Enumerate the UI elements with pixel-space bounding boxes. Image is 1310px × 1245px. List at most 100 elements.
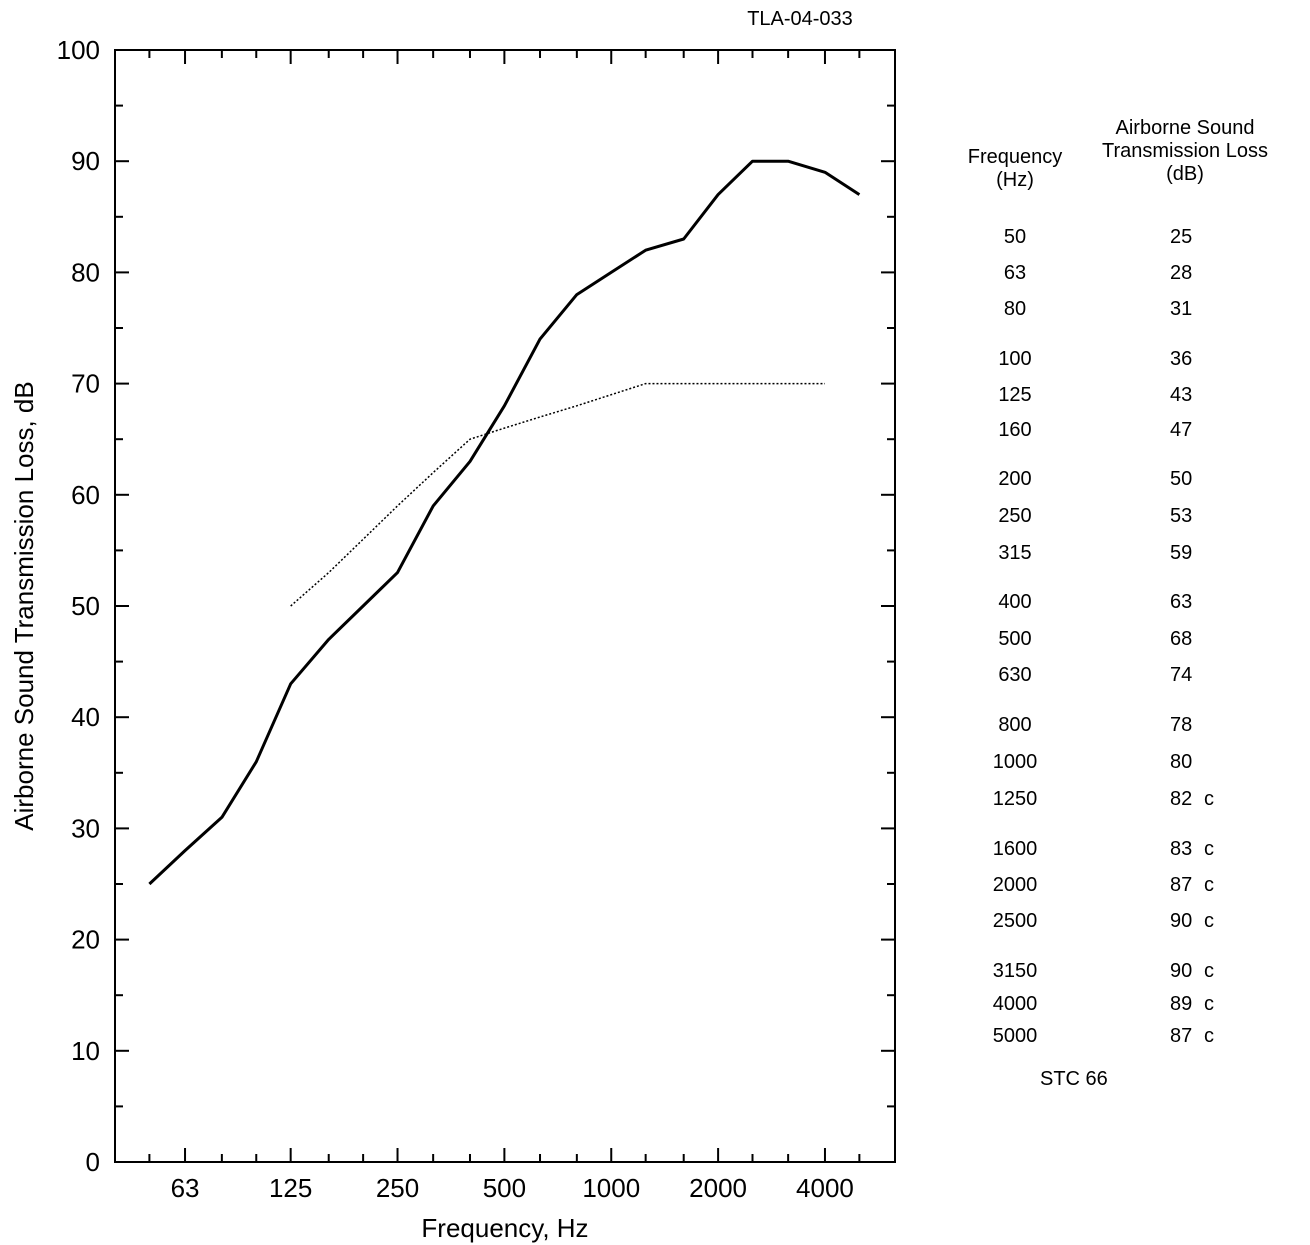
table-frequency-cell: 2500 xyxy=(992,910,1038,932)
y-tick-label: 80 xyxy=(71,257,100,287)
loss-value: 87 xyxy=(1170,1025,1193,1047)
loss-value: 80 xyxy=(1170,751,1193,773)
y-tick-label: 0 xyxy=(86,1147,100,1177)
table-frequency-cell: 80 xyxy=(1003,298,1027,320)
table-frequency-cell: 1600 xyxy=(992,838,1038,860)
table-loss-cell: 53 xyxy=(1170,505,1230,528)
x-tick-label: 63 xyxy=(171,1173,200,1203)
document-id: TLA-04-033 xyxy=(747,8,853,30)
loss-value: 83 xyxy=(1170,838,1193,860)
table-header-frequency: Frequency (Hz) xyxy=(955,146,1075,192)
loss-value: 63 xyxy=(1170,591,1193,613)
table-frequency-cell: 630 xyxy=(998,664,1032,686)
y-axis-label: Airborne Sound Transmission Loss, dB xyxy=(9,381,39,830)
loss-value: 43 xyxy=(1170,384,1193,406)
table-loss-cell: 90 c xyxy=(1170,960,1230,983)
header-frequency-line-2: (Hz) xyxy=(996,169,1034,191)
loss-value: 78 xyxy=(1170,714,1193,736)
table-frequency-cell: 2000 xyxy=(992,874,1038,896)
x-tick-label: 1000 xyxy=(582,1173,640,1203)
loss-flag: c xyxy=(1204,910,1214,932)
x-tick-label: 250 xyxy=(376,1173,419,1203)
header-loss-line-3: (dB) xyxy=(1166,163,1204,185)
loss-value: 53 xyxy=(1170,505,1193,527)
stc-rating: STC 66 xyxy=(1040,1068,1108,1090)
x-tick-label: 500 xyxy=(483,1173,526,1203)
table-frequency-cell: 3150 xyxy=(992,960,1038,982)
table-frequency-cell: 125 xyxy=(998,384,1032,406)
table-header-transmission-loss: Airborne Sound Transmission Loss (dB) xyxy=(1065,117,1305,186)
loss-value: 25 xyxy=(1170,226,1193,248)
loss-value: 87 xyxy=(1170,874,1193,896)
loss-value: 28 xyxy=(1170,262,1193,284)
table-loss-cell: 80 xyxy=(1170,751,1230,774)
loss-value: 68 xyxy=(1170,628,1193,650)
x-axis-label: Frequency, Hz xyxy=(421,1213,588,1243)
table-loss-cell: 59 xyxy=(1170,542,1230,565)
plot-frame xyxy=(114,49,896,1163)
table-loss-cell: 28 xyxy=(1170,262,1230,285)
loss-value: 90 xyxy=(1170,910,1193,932)
table-frequency-cell: 1250 xyxy=(992,788,1038,810)
table-loss-cell: 31 xyxy=(1170,298,1230,321)
table-frequency-cell: 5000 xyxy=(992,1025,1038,1047)
table-loss-cell: 50 xyxy=(1170,468,1230,491)
y-axis-ticks: 0 10 20 30 40 50 60 70 80 90 100 xyxy=(57,35,895,1177)
table-loss-cell: 25 xyxy=(1170,226,1230,249)
y-tick-label: 30 xyxy=(71,813,100,843)
loss-flag: c xyxy=(1204,960,1214,982)
reference-contour-line xyxy=(290,382,825,607)
x-axis-ticks: 63 125 250 500 1000 2000 4000 xyxy=(148,50,861,1203)
loss-value: 82 xyxy=(1170,788,1193,810)
y-tick-label: 60 xyxy=(71,480,100,510)
table-frequency-cell: 800 xyxy=(998,714,1032,736)
header-loss-line-1: Airborne Sound xyxy=(1115,117,1255,139)
loss-value: 47 xyxy=(1170,419,1193,441)
y-tick-label: 90 xyxy=(71,146,100,176)
table-loss-cell: 36 xyxy=(1170,348,1230,371)
table-frequency-cell: 1000 xyxy=(992,751,1038,773)
table-frequency-cell: 4000 xyxy=(992,993,1038,1015)
header-frequency-line-1: Frequency xyxy=(967,146,1063,168)
loss-flag: c xyxy=(1204,1025,1214,1047)
loss-flag: c xyxy=(1204,838,1214,860)
x-tick-label: 4000 xyxy=(796,1173,854,1203)
header-loss-line-2: Transmission Loss xyxy=(1102,140,1268,162)
x-tick-label: 125 xyxy=(269,1173,312,1203)
table-loss-cell: 87 c xyxy=(1170,874,1230,897)
table-loss-cell: 43 xyxy=(1170,384,1230,407)
y-tick-label: 10 xyxy=(71,1036,100,1066)
loss-value: 50 xyxy=(1170,468,1193,490)
table-loss-cell: 87 c xyxy=(1170,1025,1230,1048)
table-loss-cell: 47 xyxy=(1170,419,1230,442)
loss-value: 89 xyxy=(1170,993,1193,1015)
table-frequency-cell: 63 xyxy=(1003,262,1027,284)
table-loss-cell: 63 xyxy=(1170,591,1230,614)
loss-flag: c xyxy=(1204,874,1214,896)
table-loss-cell: 89 c xyxy=(1170,993,1230,1016)
table-loss-cell: 68 xyxy=(1170,628,1230,651)
table-loss-cell: 82 c xyxy=(1170,788,1230,811)
y-tick-label: 50 xyxy=(71,591,100,621)
table-frequency-cell: 200 xyxy=(998,468,1032,490)
y-tick-label: 40 xyxy=(71,702,100,732)
loss-value: 31 xyxy=(1170,298,1193,320)
y-tick-label: 20 xyxy=(71,925,100,955)
table-frequency-cell: 100 xyxy=(998,348,1032,370)
series-layer xyxy=(148,159,861,886)
table-frequency-cell: 250 xyxy=(998,505,1032,527)
transmission-loss-line xyxy=(148,159,861,886)
y-tick-label: 70 xyxy=(71,369,100,399)
x-tick-label: 2000 xyxy=(689,1173,747,1203)
table-frequency-cell: 400 xyxy=(998,591,1032,613)
loss-flag: c xyxy=(1204,788,1214,810)
table-loss-cell: 90 c xyxy=(1170,910,1230,933)
table-loss-cell: 83 c xyxy=(1170,838,1230,861)
table-loss-cell: 74 xyxy=(1170,664,1230,687)
y-tick-label: 100 xyxy=(57,35,100,65)
table-frequency-cell: 315 xyxy=(998,542,1032,564)
table-frequency-cell: 500 xyxy=(998,628,1032,650)
table-loss-cell: 78 xyxy=(1170,714,1230,737)
loss-value: 59 xyxy=(1170,542,1193,564)
